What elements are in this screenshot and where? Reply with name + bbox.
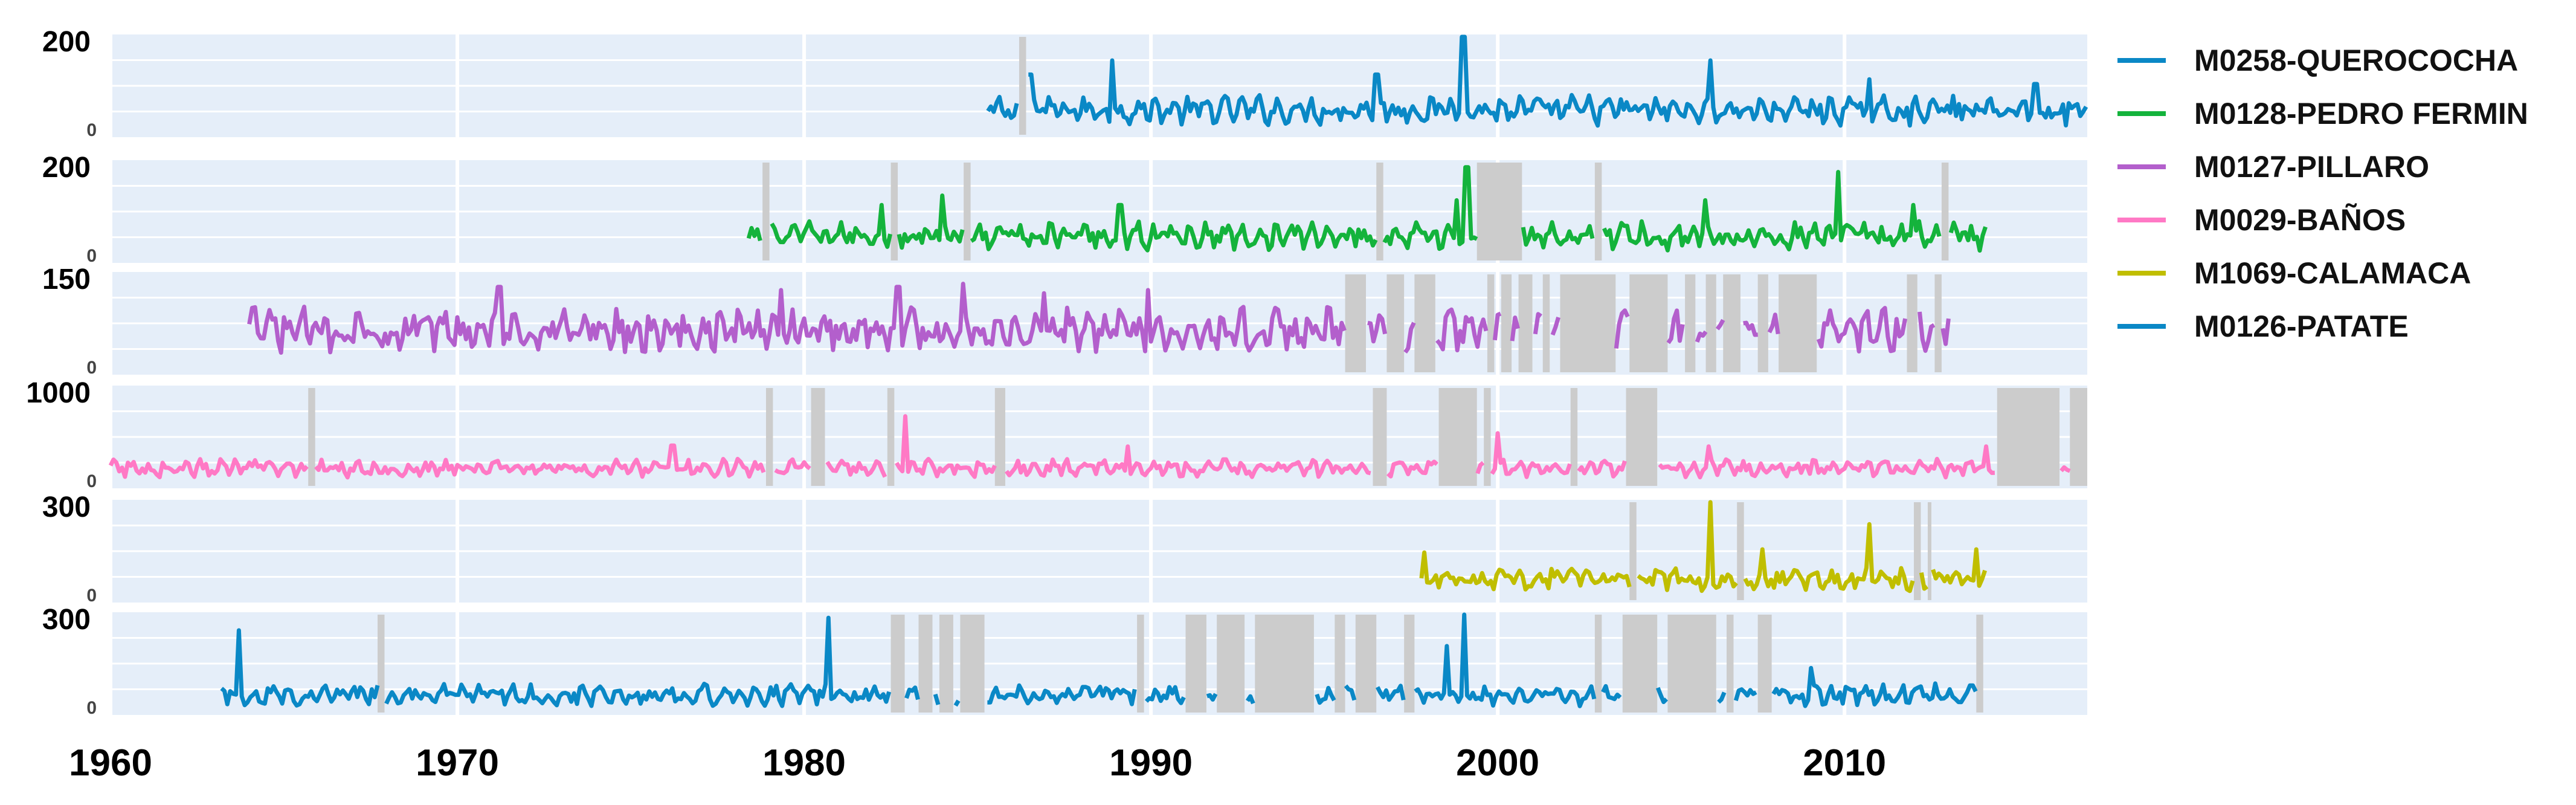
y-tick-zero-label: 0 [86, 471, 97, 491]
missing-data-bar [762, 163, 770, 260]
missing-data-bar [1757, 615, 1772, 713]
missing-data-bar [887, 388, 895, 486]
missing-data-bar [1185, 615, 1206, 713]
x-tick-label: 1980 [762, 742, 846, 784]
missing-data-bar [939, 615, 953, 713]
missing-data-bar [994, 388, 1006, 486]
missing-data-bar [1518, 274, 1533, 372]
panel-6: 300 0 [42, 604, 2087, 718]
missing-data-bar [1542, 274, 1550, 372]
series-line-2 [746, 165, 1988, 253]
panel-5: 300 0 [42, 491, 2087, 606]
missing-data-bar [1484, 388, 1491, 486]
missing-data-bar [1723, 274, 1740, 372]
missing-data-bar [1629, 274, 1668, 372]
series-line-3 [247, 282, 1951, 355]
legend-label: M0029-BAÑOS [2194, 203, 2406, 237]
missing-data-bar [1594, 615, 1602, 713]
missing-data-bar [1560, 274, 1616, 372]
y-tick-max-label: 150 [42, 263, 91, 296]
y-tick-max-label: 1000 [26, 377, 91, 409]
y-tick-zero-label: 0 [86, 358, 97, 378]
missing-data-bar [1976, 615, 1983, 713]
y-tick-max-label: 200 [42, 26, 91, 58]
missing-data-bar [1255, 615, 1314, 713]
series-line-4 [108, 414, 2071, 480]
missing-data-bar [1373, 388, 1387, 486]
missing-data-bar [1927, 502, 1931, 600]
missing-data-bar [1629, 502, 1637, 600]
series-line-1 [986, 34, 2088, 128]
missing-data-bar [308, 388, 315, 486]
x-tick-label: 1960 [69, 742, 152, 784]
missing-data-bar [1217, 615, 1245, 713]
series-line-5 [1419, 500, 1988, 593]
y-tick-max-label: 300 [42, 491, 91, 523]
y-tick-max-label: 200 [42, 152, 91, 184]
panel-4: 1000 0 [26, 377, 2087, 491]
missing-data-bar [1335, 615, 1345, 713]
missing-data-bar [765, 388, 773, 486]
y-tick-zero-label: 0 [86, 246, 97, 266]
legend-label: M0258-QUEROCOCHA [2194, 44, 2518, 77]
missing-data-bar [890, 163, 898, 260]
missing-data-bar [1355, 615, 1377, 713]
x-tick-label: 1990 [1109, 742, 1193, 784]
legend-label: M0126-PATATE [2194, 309, 2409, 343]
missing-data-bar [1501, 274, 1512, 372]
missing-data-bar [811, 388, 825, 486]
missing-data-bar [378, 615, 385, 713]
missing-data-bar [1737, 502, 1744, 600]
y-tick-zero-label: 0 [86, 586, 97, 606]
missing-data-bar [1667, 615, 1716, 713]
missing-data-bar [1622, 615, 1658, 713]
panel-1: 2000 [42, 26, 2088, 140]
legend-label: M0127-PILLARO [2194, 150, 2429, 184]
y-tick-zero-label: 0 [86, 698, 97, 718]
missing-data-bar [1386, 274, 1405, 372]
legend-label: M1069-CALAMACA [2194, 256, 2471, 290]
missing-data-bar [1438, 388, 1477, 486]
missing-data-bar [890, 615, 905, 713]
legend-label: M0128-PEDRO FERMIN [2194, 97, 2528, 131]
missing-data-bar [960, 615, 985, 713]
missing-data-bar [1476, 163, 1522, 260]
y-tick-max-label: 300 [42, 604, 91, 636]
missing-data-bar [1779, 274, 1817, 372]
missing-data-bar [1594, 163, 1602, 260]
missing-data-bar [1705, 274, 1716, 372]
y-tick-zero-label: 0 [86, 120, 97, 140]
missing-data-bar [918, 615, 933, 713]
missing-data-bar [1685, 274, 1696, 372]
missing-data-bar [1404, 615, 1415, 713]
missing-data-bar [1626, 388, 1658, 486]
missing-data-bar [1137, 615, 1144, 713]
x-tick-label: 2000 [1456, 742, 1539, 784]
missing-data-bar [1913, 502, 1921, 600]
panel-2: 2000 [42, 152, 2087, 266]
missing-data-bar [2070, 388, 2087, 486]
missing-data-bar [1907, 274, 1918, 372]
x-tick-label: 2010 [1803, 742, 1886, 784]
missing-data-bar [1019, 37, 1026, 135]
missing-data-bar [964, 163, 971, 260]
missing-data-bar [1757, 274, 1768, 372]
x-tick-label: 1970 [416, 742, 499, 784]
missing-data-bar [1487, 274, 1495, 372]
missing-data-bar [1570, 388, 1578, 486]
missing-data-bar [1727, 615, 1734, 713]
missing-data-bar [1997, 388, 2060, 486]
missing-data-bar [1376, 163, 1383, 260]
missing-data-bar [1941, 163, 1949, 260]
missing-data-bar [1345, 274, 1367, 372]
missing-data-bar [1414, 274, 1435, 372]
missing-data-bar [1934, 274, 1942, 372]
